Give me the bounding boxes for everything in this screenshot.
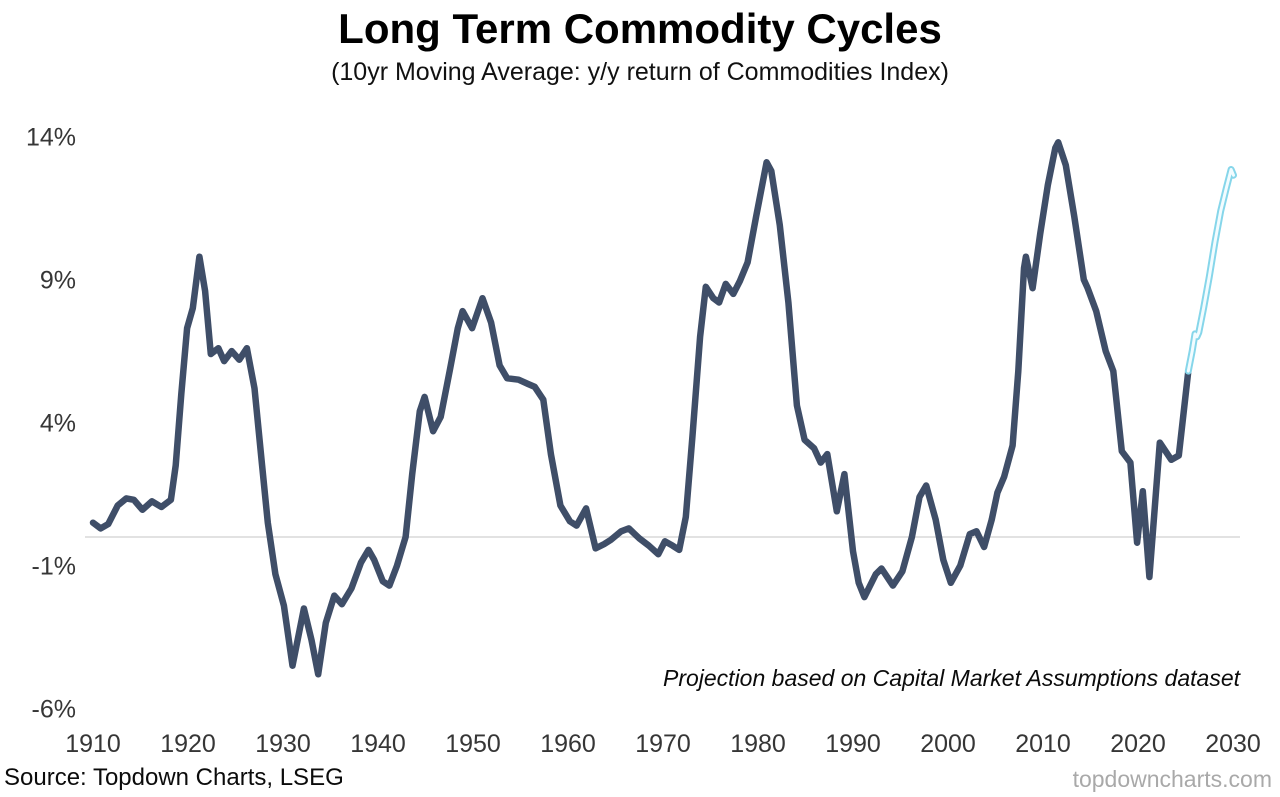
- projection-annotation: Projection based on Capital Market Assum…: [662, 665, 1240, 691]
- x-tick-label: 1980: [730, 730, 786, 758]
- chart-header: Long Term Commodity Cycles (10yr Moving …: [0, 5, 1280, 87]
- projection-line-inner: [1186, 168, 1235, 373]
- y-tick-label: 9%: [40, 267, 76, 295]
- x-tick-label: 2010: [1015, 730, 1071, 758]
- x-tick-label: 1960: [540, 730, 596, 758]
- x-tick-label: 2000: [920, 730, 976, 758]
- historical-line: [89, 139, 1192, 678]
- y-tick-label: 4%: [40, 410, 76, 438]
- y-tick-label: -6%: [32, 696, 76, 724]
- chart-subtitle: (10yr Moving Average: y/y return of Comm…: [331, 58, 949, 87]
- chart-title: Long Term Commodity Cycles: [338, 5, 942, 52]
- x-tick-label: 1950: [445, 730, 501, 758]
- x-tick-label: 2020: [1110, 730, 1166, 758]
- x-tick-label: 1910: [65, 730, 121, 758]
- x-tick-label: 1970: [635, 730, 691, 758]
- x-tick-label: 1940: [350, 730, 406, 758]
- y-tick-label: 14%: [26, 124, 76, 152]
- x-tick-label: 1990: [825, 730, 881, 758]
- source-credit: Source: Topdown Charts, LSEG: [4, 764, 344, 791]
- x-tick-label: 1930: [255, 730, 311, 758]
- x-tick-label: 2030: [1205, 730, 1261, 758]
- x-tick-label: 1920: [160, 730, 216, 758]
- y-tick-label: -1%: [32, 553, 76, 581]
- watermark-url: topdowncharts.com: [1072, 766, 1272, 792]
